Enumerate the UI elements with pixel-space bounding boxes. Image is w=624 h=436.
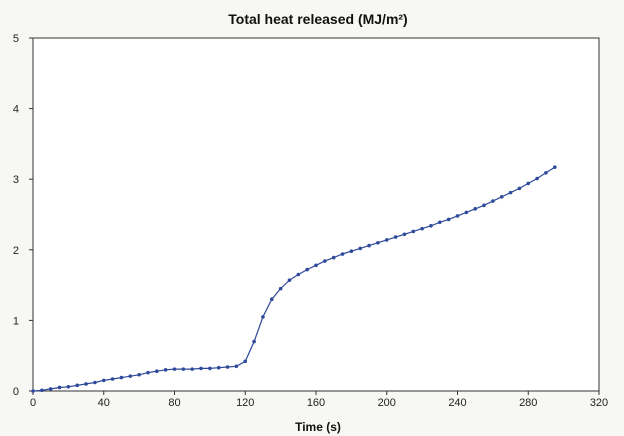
data-point [323,259,327,263]
x-tick-label: 0 [30,397,36,409]
data-point [544,171,548,175]
y-tick-label: 5 [13,33,19,45]
data-point [84,382,88,386]
data-point [190,367,194,371]
data-point [269,297,274,302]
data-point [66,384,71,389]
data-point [402,232,407,237]
data-point [128,374,133,378]
data-point [234,364,239,369]
data-point [340,252,345,256]
data-point [446,217,451,222]
data-point [376,240,380,245]
data-point [172,367,177,371]
data-point [225,365,230,369]
data-point [208,366,212,371]
data-point [367,243,371,248]
data-point [499,195,504,199]
data-point [384,238,389,242]
data-point [278,286,283,291]
data-point [464,210,469,215]
data-point [420,226,424,231]
data-point [155,369,159,374]
data-point [305,267,309,272]
data-point [48,387,53,391]
x-tick-label: 280 [519,397,537,409]
data-point [75,383,80,388]
data-point [199,366,203,371]
y-tick-label: 4 [13,104,19,116]
data-point [473,207,477,211]
y-tick-label: 3 [13,174,19,186]
data-point [455,214,460,218]
y-tick-label: 2 [13,245,19,257]
data-point [93,380,97,385]
data-point [393,235,398,239]
x-axis: 0 40 80 120 160 200 240 280 320 [30,391,608,409]
data-point [429,223,433,228]
x-axis-label: Time (s) [295,420,341,434]
data-point [243,359,248,364]
chart-title: Total heat released (MJ/m²) [228,11,407,27]
data-point [349,249,354,254]
data-point [287,278,292,282]
data-point [146,370,150,375]
y-tick-label: 0 [13,386,19,398]
x-tick-label: 120 [236,397,254,409]
y-axis: 0 1 2 3 4 5 [13,33,33,398]
data-point [163,368,168,372]
x-tick-label: 160 [307,397,325,409]
data-point [331,255,336,260]
x-tick-label: 320 [590,397,608,409]
data-point [181,367,186,371]
data-point [314,263,318,268]
plot-area [32,37,600,392]
x-tick-label: 240 [448,397,466,409]
data-point [40,388,44,393]
data-point [438,220,442,225]
data-point [137,372,141,377]
data-point [101,378,106,383]
data-point [526,181,531,186]
x-tick-label: 40 [98,397,110,409]
data-point [508,190,513,195]
data-point [261,315,265,319]
data-point [535,176,539,181]
series-points [31,165,557,393]
data-point [411,229,416,234]
x-tick-label: 80 [168,397,180,409]
data-point [31,389,35,393]
data-point [552,165,557,169]
data-point [296,272,301,277]
data-point [216,365,221,370]
data-point [358,246,363,251]
y-tick-label: 1 [13,315,19,327]
data-point [252,339,256,344]
x-tick-label: 200 [378,397,396,409]
data-point [110,377,115,381]
data-point [491,199,495,203]
data-point [119,375,124,380]
data-point [57,385,62,390]
data-point [482,203,486,208]
data-point [517,186,522,191]
